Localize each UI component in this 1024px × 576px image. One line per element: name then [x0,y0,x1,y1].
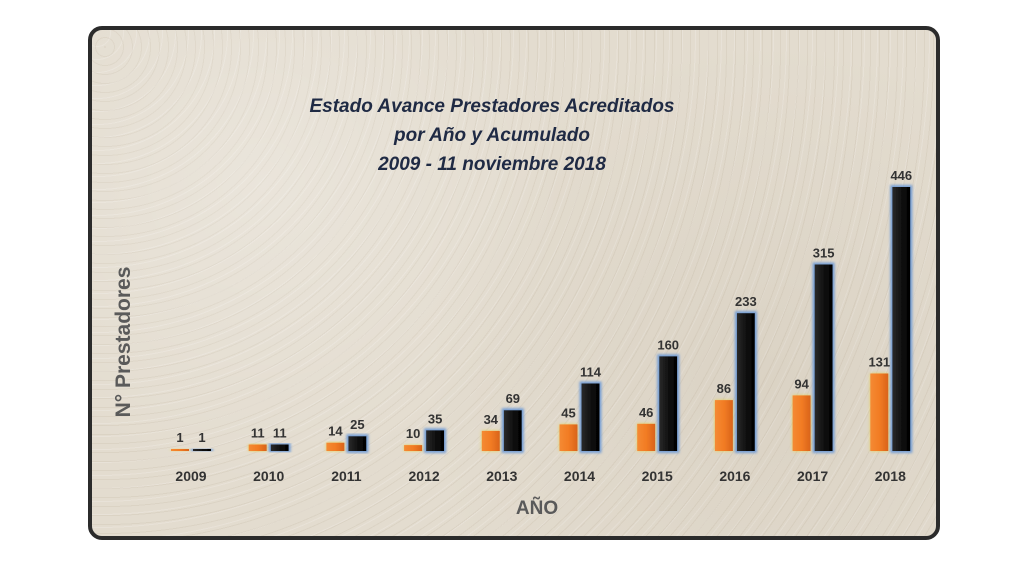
chart-title-line-3: 2009 - 11 noviembre 2018 [378,154,606,175]
bar-cumulative-2017 [814,264,833,451]
bar-cumulative-2015 [659,356,678,451]
bar-cumulative-2018 [892,187,911,451]
x-tick-label-2018: 2018 [875,468,906,484]
x-tick-label-2011: 2011 [331,468,362,484]
data-label-annual-2009: 1 [176,430,183,445]
data-label-cumulative-2012: 35 [428,411,442,426]
data-label-cumulative-2018: 446 [890,168,912,183]
data-label-cumulative-2014: 114 [580,365,602,380]
bar-annual-2015 [637,423,656,451]
chart-frame: Estado Avance Prestadores Acreditados po… [88,26,940,540]
data-label-annual-2018: 131 [868,355,890,370]
data-label-annual-2010: 11 [251,426,265,441]
bar-cumulative-2011 [348,436,367,451]
bar-annual-2013 [481,430,500,451]
bar-cumulative-2013 [503,410,522,451]
x-tick-label-2017: 2017 [797,468,828,484]
data-label-annual-2011: 14 [328,424,343,439]
data-label-annual-2015: 46 [639,405,653,420]
bar-cumulative-2014 [581,383,600,451]
bar-annual-2016 [714,400,733,451]
chart-title: Estado Avance Prestadores Acreditados po… [282,92,702,179]
bar-annual-2010 [248,444,267,451]
x-tick-label-2012: 2012 [409,468,440,484]
bar-cumulative-2009 [193,449,211,451]
data-label-annual-2014: 45 [561,405,575,420]
x-tick-label-2009: 2009 [175,468,206,484]
bar-annual-2014 [559,424,578,451]
data-label-cumulative-2013: 69 [506,391,520,406]
bar-cumulative-2016 [736,313,755,451]
data-label-cumulative-2010: 11 [273,426,287,441]
bars-layer [171,187,911,451]
bar-annual-2017 [792,395,811,451]
x-tick-label-2016: 2016 [719,468,750,484]
data-label-annual-2013: 34 [484,412,499,427]
data-label-annual-2017: 94 [794,376,809,391]
x-tick-label-2010: 2010 [253,468,284,484]
bar-cumulative-2012 [426,430,445,451]
bar-annual-2018 [870,373,889,451]
chart-title-line-1: Estado Avance Prestadores Acreditados [309,96,675,117]
data-label-cumulative-2011: 25 [350,417,364,432]
x-tick-label-2013: 2013 [486,468,517,484]
data-label-annual-2012: 10 [406,426,420,441]
x-tick-label-2015: 2015 [642,468,673,484]
data-label-cumulative-2009: 1 [198,430,205,445]
x-axis-label: AÑO [515,498,559,519]
data-label-cumulative-2016: 233 [735,294,757,309]
chart-title-line-2: por Año y Acumulado [394,125,590,146]
x-tick-label-2014: 2014 [564,468,595,484]
bar-annual-2009 [171,449,189,451]
bar-cumulative-2010 [270,444,289,451]
data-label-cumulative-2017: 315 [813,246,835,261]
bar-annual-2012 [404,445,423,451]
data-label-annual-2016: 86 [717,381,731,396]
data-label-cumulative-2015: 160 [657,337,679,352]
bar-annual-2011 [326,442,345,451]
